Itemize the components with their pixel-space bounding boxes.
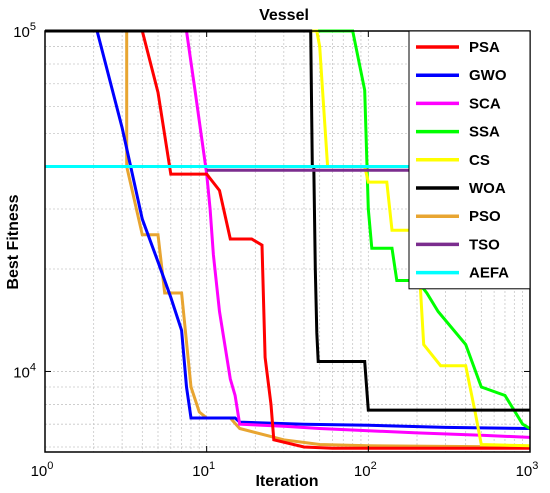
series-line-cs bbox=[45, 29, 531, 448]
y-tick-label: 104 bbox=[13, 361, 36, 381]
legend-label: AEFA bbox=[469, 265, 509, 282]
legend-label: SSA bbox=[469, 124, 500, 141]
legend-label: WOA bbox=[469, 180, 506, 197]
series-line-woa bbox=[45, 29, 530, 412]
x-axis-label: Iteration bbox=[255, 473, 318, 490]
legend-label: TSO bbox=[469, 236, 500, 253]
legend-label: PSO bbox=[469, 208, 501, 225]
chart-title: Vessel bbox=[259, 7, 309, 24]
x-tick-label: 102 bbox=[354, 460, 377, 480]
series-line-sca bbox=[45, 29, 531, 439]
series-line-psa bbox=[45, 29, 530, 450]
legend-label: SCA bbox=[469, 95, 501, 112]
y-axis-label: Best Fitness bbox=[5, 194, 22, 289]
legend: PSA GWO SCA SSA CS WOA PSO TSO AEFA bbox=[408, 30, 531, 290]
series-line-pso bbox=[45, 29, 531, 449]
legend-label: PSA bbox=[469, 39, 500, 56]
series-line-gwo bbox=[45, 29, 531, 430]
legend-label: CS bbox=[469, 152, 490, 169]
x-tick-label: 100 bbox=[31, 460, 54, 480]
x-tick-label: 101 bbox=[192, 460, 215, 480]
legend-label: GWO bbox=[469, 67, 507, 84]
y-tick-label: 105 bbox=[13, 21, 36, 41]
x-tick-label: 103 bbox=[516, 460, 539, 480]
